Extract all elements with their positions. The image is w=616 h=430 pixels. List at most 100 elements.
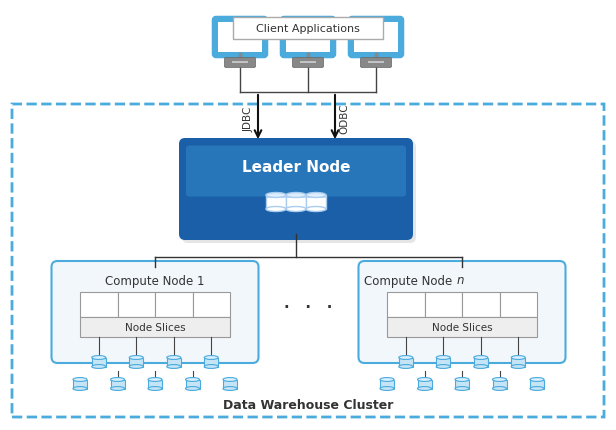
Ellipse shape xyxy=(436,365,450,369)
Bar xyxy=(462,292,500,317)
Ellipse shape xyxy=(110,387,124,390)
Text: Compute Node 1: Compute Node 1 xyxy=(105,274,205,287)
Ellipse shape xyxy=(148,387,162,390)
Bar xyxy=(129,358,144,367)
Bar xyxy=(306,196,326,209)
Ellipse shape xyxy=(474,356,488,359)
FancyBboxPatch shape xyxy=(281,18,335,58)
Ellipse shape xyxy=(223,378,237,381)
Bar xyxy=(380,380,394,389)
Ellipse shape xyxy=(380,387,394,390)
Ellipse shape xyxy=(205,356,218,359)
Bar xyxy=(167,358,180,367)
Bar xyxy=(436,358,450,367)
Ellipse shape xyxy=(418,378,431,381)
Ellipse shape xyxy=(266,207,286,212)
Ellipse shape xyxy=(530,387,544,390)
Bar xyxy=(493,380,506,389)
Ellipse shape xyxy=(418,387,431,390)
Text: Node Slices: Node Slices xyxy=(124,322,185,332)
Bar xyxy=(368,62,384,64)
Bar xyxy=(474,358,488,367)
Bar xyxy=(286,23,330,53)
Ellipse shape xyxy=(455,378,469,381)
Ellipse shape xyxy=(73,378,87,381)
Bar xyxy=(387,292,424,317)
Text: Data Warehouse Cluster: Data Warehouse Cluster xyxy=(223,399,393,412)
Ellipse shape xyxy=(493,378,506,381)
Bar xyxy=(205,358,218,367)
FancyBboxPatch shape xyxy=(186,146,406,197)
Ellipse shape xyxy=(185,378,200,381)
Ellipse shape xyxy=(493,387,506,390)
Bar xyxy=(500,292,537,317)
FancyBboxPatch shape xyxy=(349,18,403,58)
Bar xyxy=(148,380,162,389)
FancyBboxPatch shape xyxy=(80,317,230,337)
Text: Node Slices: Node Slices xyxy=(432,322,492,332)
Bar xyxy=(155,292,193,317)
Text: n: n xyxy=(457,274,464,287)
Ellipse shape xyxy=(223,387,237,390)
Text: Client Applications: Client Applications xyxy=(256,24,360,34)
FancyBboxPatch shape xyxy=(179,139,413,240)
Bar xyxy=(223,380,237,389)
FancyBboxPatch shape xyxy=(12,105,604,417)
Bar xyxy=(266,196,286,209)
Bar xyxy=(73,380,87,389)
Ellipse shape xyxy=(92,356,106,359)
Ellipse shape xyxy=(185,387,200,390)
Ellipse shape xyxy=(436,356,450,359)
FancyBboxPatch shape xyxy=(213,18,267,58)
Ellipse shape xyxy=(167,356,180,359)
Bar xyxy=(455,380,469,389)
Ellipse shape xyxy=(455,387,469,390)
Ellipse shape xyxy=(129,356,144,359)
Text: JDBC: JDBC xyxy=(244,106,254,132)
Ellipse shape xyxy=(129,365,144,369)
Ellipse shape xyxy=(474,365,488,369)
Bar xyxy=(424,292,462,317)
Ellipse shape xyxy=(167,365,180,369)
Ellipse shape xyxy=(511,365,525,369)
Ellipse shape xyxy=(511,356,525,359)
Bar xyxy=(218,23,262,53)
Ellipse shape xyxy=(380,378,394,381)
FancyBboxPatch shape xyxy=(182,141,416,243)
Ellipse shape xyxy=(399,365,413,369)
Ellipse shape xyxy=(110,378,124,381)
Bar xyxy=(80,292,118,317)
Bar xyxy=(92,358,106,367)
Ellipse shape xyxy=(73,387,87,390)
Ellipse shape xyxy=(306,193,326,198)
Bar xyxy=(185,380,200,389)
Bar xyxy=(418,380,431,389)
FancyBboxPatch shape xyxy=(224,58,256,68)
Bar xyxy=(118,292,155,317)
FancyBboxPatch shape xyxy=(233,18,383,40)
Text: ·   ·   ·: · · · xyxy=(285,300,333,315)
FancyBboxPatch shape xyxy=(52,261,259,363)
Text: Leader Node: Leader Node xyxy=(241,159,351,174)
Text: Compute Node: Compute Node xyxy=(364,274,456,287)
Bar xyxy=(511,358,525,367)
Ellipse shape xyxy=(399,356,413,359)
Ellipse shape xyxy=(286,193,306,198)
Ellipse shape xyxy=(306,207,326,212)
FancyBboxPatch shape xyxy=(360,58,392,68)
Ellipse shape xyxy=(286,207,306,212)
Bar xyxy=(193,292,230,317)
Ellipse shape xyxy=(266,193,286,198)
Bar xyxy=(354,23,398,53)
Ellipse shape xyxy=(92,365,106,369)
Text: ODBC: ODBC xyxy=(339,104,349,134)
Bar xyxy=(110,380,124,389)
FancyBboxPatch shape xyxy=(387,317,537,337)
Bar xyxy=(300,62,316,64)
Bar xyxy=(286,196,306,209)
Bar xyxy=(399,358,413,367)
Bar xyxy=(530,380,544,389)
Bar xyxy=(232,62,248,64)
Ellipse shape xyxy=(530,378,544,381)
Ellipse shape xyxy=(148,378,162,381)
